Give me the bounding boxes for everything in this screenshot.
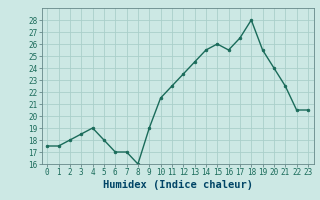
X-axis label: Humidex (Indice chaleur): Humidex (Indice chaleur): [103, 180, 252, 190]
